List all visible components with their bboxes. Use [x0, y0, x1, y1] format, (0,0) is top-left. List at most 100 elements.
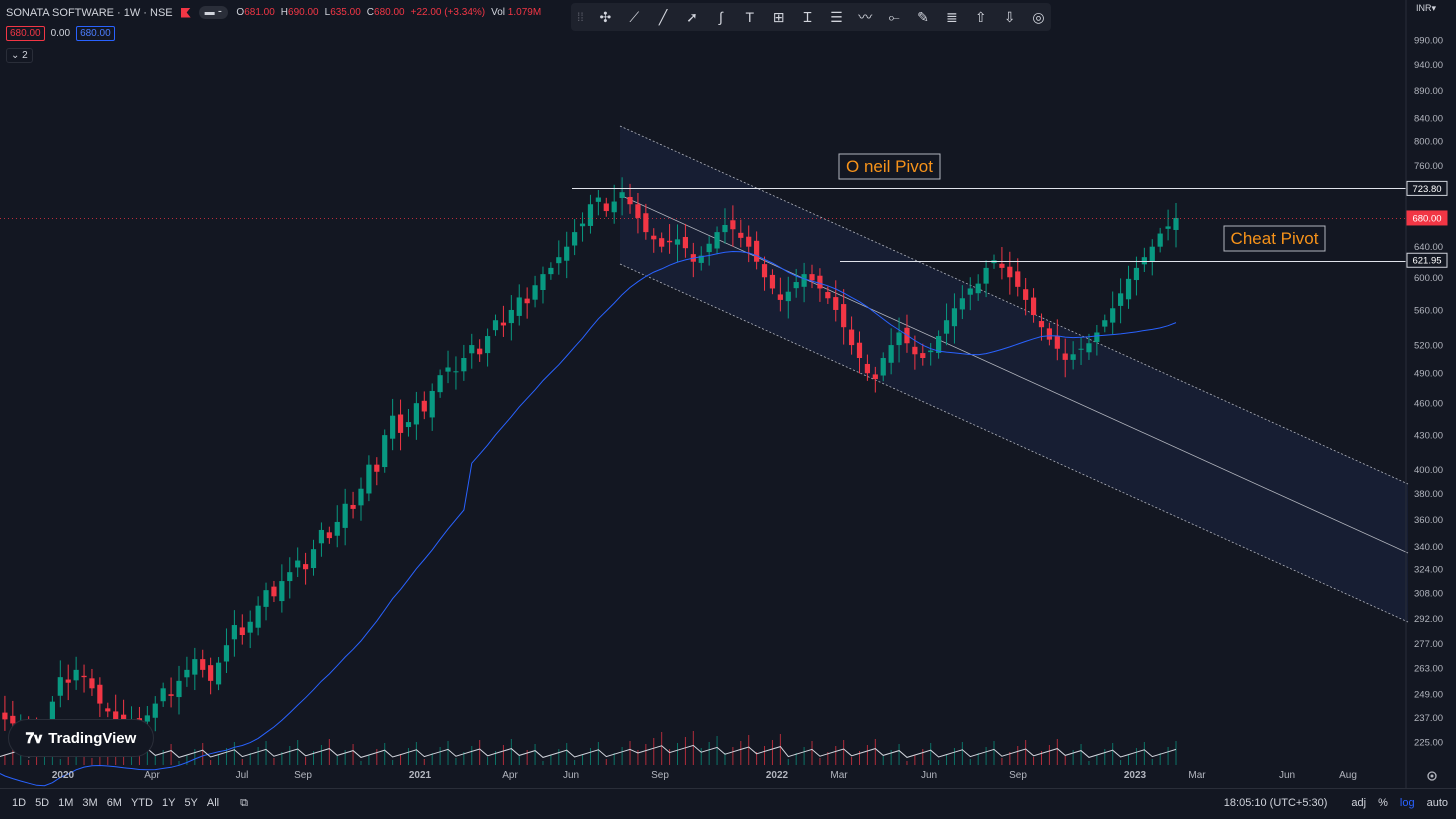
volume-bar: [637, 750, 639, 765]
candle: [912, 335, 918, 370]
y-tick-label: 560.00: [1414, 305, 1443, 316]
volume-bar: [692, 731, 694, 765]
candle: [1070, 341, 1076, 370]
candle-body: [1125, 278, 1132, 300]
y-tick-label: 380.00: [1414, 489, 1443, 500]
cross-grid-tool-icon[interactable]: ⊞: [772, 8, 785, 25]
candle: [635, 192, 641, 234]
range-1d-button[interactable]: 1D: [12, 796, 27, 809]
candle-body: [738, 232, 744, 238]
range-all-button[interactable]: All: [206, 796, 220, 809]
volume-bar: [123, 757, 125, 765]
oneil-pivot-text: O neil Pivot: [846, 157, 933, 176]
volume-bar: [645, 744, 647, 765]
candle-body: [97, 684, 103, 704]
volume-bar: [827, 752, 829, 765]
candle-body: [1133, 267, 1140, 281]
cheat-pivot-annotation[interactable]: Cheat Pivot: [1223, 225, 1326, 252]
volume-bar: [225, 748, 227, 765]
candle-body: [801, 274, 807, 287]
log-toggle[interactable]: log: [1399, 797, 1415, 809]
candle-body: [469, 345, 475, 354]
goto-date-icon[interactable]: ⧉: [240, 796, 248, 809]
range-ytd-button[interactable]: YTD: [130, 796, 153, 809]
volume-bar: [1001, 758, 1003, 765]
candle: [1118, 278, 1124, 324]
clock-time[interactable]: 18:05:10 (UTC+5:30): [1223, 797, 1328, 809]
candle: [73, 656, 79, 690]
candle-body: [65, 679, 71, 683]
adj-toggle[interactable]: adj: [1351, 797, 1367, 809]
fib-tool-icon[interactable]: ☰: [830, 8, 843, 25]
volume-bar: [1009, 752, 1011, 765]
range-1m-button[interactable]: 1M: [58, 796, 74, 809]
text-tool-icon[interactable]: T: [745, 9, 755, 25]
candle: [81, 664, 87, 693]
arrow-up-tool-icon[interactable]: ⇧: [974, 8, 987, 25]
price-axis[interactable]: 990.00940.00890.00840.00800.00760.00720.…: [1414, 36, 1443, 749]
candle-body: [564, 246, 570, 261]
crosshair-tool-icon[interactable]: ✣: [599, 8, 612, 25]
y-tick-label: 490.00: [1414, 369, 1443, 380]
volume-bar: [866, 745, 868, 765]
candle: [975, 274, 981, 301]
arrow-line-tool-icon[interactable]: ➚: [686, 8, 698, 25]
moving-average-line: [0, 250, 1177, 787]
y-tick-label: 430.00: [1414, 431, 1443, 442]
settings-gear-icon[interactable]: [1427, 771, 1437, 781]
visibility-toggle-icon[interactable]: ▬ ⁃: [198, 6, 229, 19]
tradingview-logo[interactable]: 𝟕𝐯 TradingView: [8, 719, 154, 757]
settings-circle-icon[interactable]: ◎: [1032, 8, 1045, 25]
flag-icon[interactable]: [180, 7, 191, 18]
auto-toggle[interactable]: auto: [1426, 797, 1448, 809]
candle-body: [540, 274, 546, 290]
candle: [1086, 333, 1092, 360]
candle: [730, 205, 736, 247]
volume-bar: [407, 748, 409, 765]
buy-price-button[interactable]: 680.00: [76, 26, 115, 41]
volume-bar: [613, 753, 615, 765]
range-6m-button[interactable]: 6M: [106, 796, 122, 809]
range-1y-button[interactable]: 1Y: [161, 796, 176, 809]
indicators-collapse-button[interactable]: ⌄ 2: [6, 48, 33, 63]
oneil-pivot-annotation[interactable]: O neil Pivot: [838, 153, 941, 180]
candle: [65, 664, 71, 701]
candle: [524, 287, 530, 319]
path-tool-icon[interactable]: 〰: [858, 9, 873, 25]
candle: [105, 702, 111, 718]
drag-handle-icon[interactable]: ⁞⁞: [577, 10, 584, 24]
candle: [698, 246, 704, 271]
candle: [706, 236, 712, 266]
horizontal-line-tool-icon[interactable]: ⟜: [888, 8, 900, 25]
currency-selector[interactable]: INR▾: [1416, 3, 1437, 13]
time-axis[interactable]: 2020 Apr Jul Sep 2021 Apr Jun Sep 2022 Mar Jun Sep 2…: [52, 770, 1357, 781]
channel-tool-icon[interactable]: ≣: [946, 8, 958, 25]
price-level-tag: [1406, 210, 1448, 226]
brush-tool-icon[interactable]: ✎: [917, 8, 929, 25]
range-5y-button[interactable]: 5Y: [184, 796, 198, 809]
arrow-down-tool-icon[interactable]: ⇩: [1003, 8, 1016, 25]
range-5d-button[interactable]: 5D: [35, 796, 50, 809]
symbol-title[interactable]: SONATA SOFTWARE · 1W · NSE: [6, 6, 173, 19]
range-buttons: 1D 5D 1M 3M 6M YTD 1Y 5Y All ⧉: [12, 797, 248, 810]
candle-body: [1046, 328, 1052, 340]
text-cursor-tool-icon[interactable]: Ɪ: [803, 8, 812, 25]
candle: [302, 552, 309, 585]
volume-bar: [305, 757, 307, 765]
trend-line-tool-icon[interactable]: ⟋: [629, 8, 640, 25]
channel-mid-line: [619, 194, 1409, 554]
candle-body: [461, 358, 467, 372]
candle-body: [1030, 297, 1037, 316]
ray-tool-icon[interactable]: ╱: [658, 8, 668, 25]
candle-body: [864, 363, 871, 374]
candle: [959, 285, 965, 320]
range-3m-button[interactable]: 3M: [82, 796, 98, 809]
volume-bar: [273, 758, 275, 765]
sell-price-button[interactable]: 680.00: [6, 26, 45, 41]
volume-bar: [534, 744, 536, 765]
curve-tool-icon[interactable]: ∫: [718, 9, 723, 25]
candle: [777, 277, 783, 312]
percent-toggle[interactable]: %: [1378, 797, 1388, 809]
candle-body: [318, 529, 325, 544]
